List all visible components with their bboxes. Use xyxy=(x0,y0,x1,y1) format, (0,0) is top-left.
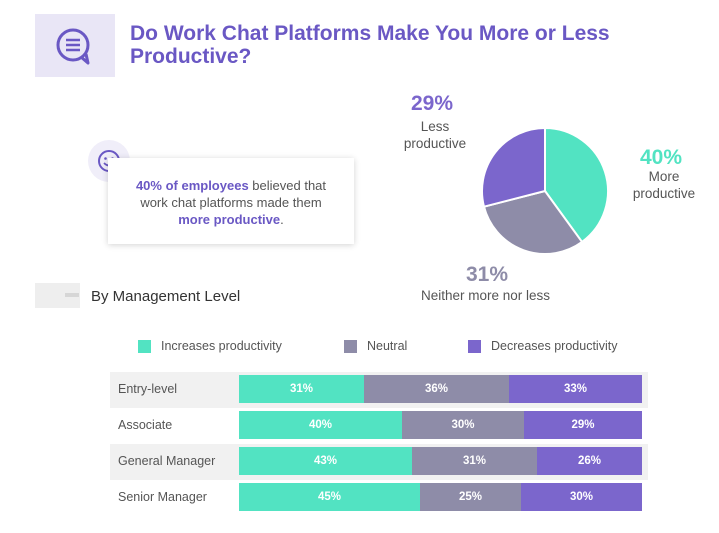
pie-chart xyxy=(481,126,609,255)
legend-neutral: Neutral xyxy=(344,339,407,353)
bar-row: Entry-level 31% 36% 33% xyxy=(110,372,648,408)
pie-pct-less: 29% xyxy=(411,92,454,115)
callout-text: believed that work chat platforms made t… xyxy=(140,178,327,210)
bar-row: General Manager 43% 31% 26% xyxy=(110,444,648,480)
legend-decreases: Decreases productivity xyxy=(468,339,617,353)
pie-label-less: Less productive xyxy=(403,119,467,151)
bar-segment: 26% xyxy=(537,447,642,475)
callout-highlight: 40% of employees xyxy=(135,178,249,193)
bar-segment: 29% xyxy=(524,411,642,439)
bar-row: Associate 40% 30% 29% xyxy=(110,408,648,444)
pie-label-more: More productive xyxy=(632,169,696,201)
section-marker xyxy=(35,283,80,308)
bar-segment: 33% xyxy=(509,375,642,403)
legend-label-neutral: Neutral xyxy=(367,339,408,353)
callout-highlight-2: more productive xyxy=(178,212,281,227)
bar-row-label: General Manager xyxy=(118,454,216,468)
pie-slice-0 xyxy=(544,126,609,244)
pie-slice-2 xyxy=(481,126,546,208)
bar-row: Senior Manager 45% 25% 30% xyxy=(110,480,648,516)
bar-segment: 43% xyxy=(239,447,412,475)
legend-label-decreases: Decreases productivity xyxy=(491,339,618,353)
pie-pct-neither: 31% xyxy=(466,263,509,286)
bar-segment: 31% xyxy=(239,375,364,403)
legend-label-increases: Increases productivity xyxy=(161,339,282,353)
legend-swatch-increases xyxy=(138,339,151,353)
bar-row-label: Senior Manager xyxy=(118,490,207,504)
stat-callout: 40% of employees believed that work chat… xyxy=(108,158,354,244)
bar-segment: 30% xyxy=(402,411,524,439)
header-icon-box xyxy=(35,14,115,77)
bar-segment: 31% xyxy=(412,447,537,475)
section-title: By Management Level xyxy=(91,288,241,305)
bar-segment: 36% xyxy=(364,375,509,403)
legend-increases: Increases productivity xyxy=(138,339,282,353)
pie-pct-more: 40% xyxy=(640,146,683,169)
bar-segment: 45% xyxy=(239,483,420,511)
bar-segment: 25% xyxy=(420,483,521,511)
bar-row-label: Entry-level xyxy=(118,382,178,396)
page-title: Do Work Chat Platforms Make You More or … xyxy=(130,22,610,68)
legend-swatch-decreases xyxy=(468,339,481,353)
bar-segment: 40% xyxy=(239,411,402,439)
chat-bubble-icon xyxy=(56,28,90,65)
legend-swatch-neutral xyxy=(344,339,357,353)
bar-segment: 30% xyxy=(521,483,642,511)
callout-end: . xyxy=(280,212,284,227)
bar-row-label: Associate xyxy=(118,418,173,432)
pie-slice-1 xyxy=(482,189,584,255)
pie-label-neither: Neither more nor less xyxy=(421,288,551,303)
